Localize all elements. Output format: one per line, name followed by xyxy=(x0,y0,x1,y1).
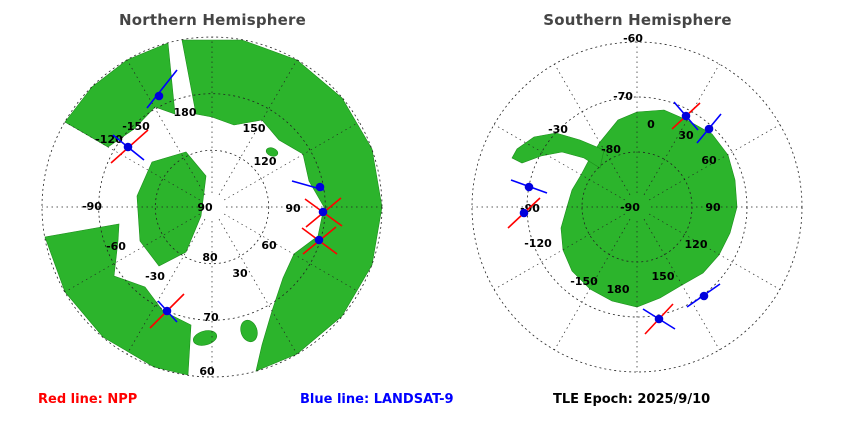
graticule-spoke xyxy=(648,124,781,201)
landmass xyxy=(181,39,383,372)
graticule-label: 90 xyxy=(705,201,721,214)
graticule-label: 180 xyxy=(607,283,630,296)
landmass xyxy=(44,223,192,376)
graticule-label: 120 xyxy=(254,155,277,168)
legend-blue-value: LANDSAT-9 xyxy=(373,392,454,407)
graticule-label: 180 xyxy=(174,106,197,119)
graticule-label: 150 xyxy=(243,122,266,135)
graticule-ring xyxy=(98,93,326,321)
graticule-label: 150 xyxy=(652,270,675,283)
satellite-marker-dot xyxy=(519,208,529,218)
southern-hemisphere-title: Southern Hemisphere xyxy=(543,11,732,29)
graticule-spoke xyxy=(223,213,360,293)
legend-epoch-value: 2025/9/10 xyxy=(637,392,711,407)
satellite-marker-dot xyxy=(123,142,133,152)
graticule-spoke xyxy=(218,59,298,196)
graticule-spoke xyxy=(643,218,720,351)
graticule-label: -60 xyxy=(623,32,643,45)
graticule-label: 60 xyxy=(261,239,277,252)
graticule-label: 80 xyxy=(202,251,218,264)
satellite-marker-dot xyxy=(162,306,172,316)
graticule-label: 120 xyxy=(685,238,708,251)
graticule-label: -90 xyxy=(620,201,640,214)
graticule-label: -120 xyxy=(524,237,552,250)
satellite-marker-dot xyxy=(524,182,534,192)
graticule-label: 90 xyxy=(197,201,213,214)
landmass xyxy=(511,132,605,169)
northern-hemisphere-title: Northern Hemisphere xyxy=(119,11,306,29)
satellite-marker-dot xyxy=(704,124,714,134)
graticule-label: 70 xyxy=(203,311,219,324)
graticule-label: 60 xyxy=(199,365,215,378)
graticule-label: -30 xyxy=(548,123,568,136)
landmass xyxy=(265,147,279,157)
landsat9-track-line xyxy=(146,69,178,109)
satellite-marker-dot xyxy=(699,291,709,301)
legend-red-label: Red line: xyxy=(38,392,103,407)
graticule-spoke xyxy=(493,213,626,290)
graticule-label: -60 xyxy=(106,240,126,253)
graticule-spoke xyxy=(493,124,626,201)
satellite-marker-dot xyxy=(681,111,691,121)
graticule-label: 30 xyxy=(232,267,248,280)
satellite-marker-dot xyxy=(654,314,664,324)
graticule-ring xyxy=(154,149,270,265)
graticule-label: -150 xyxy=(122,120,150,133)
satellite-marker-dot xyxy=(314,235,324,245)
graticule-spoke xyxy=(223,121,360,201)
graticule-spoke xyxy=(64,121,201,201)
legend-red: Red line: NPP xyxy=(38,392,137,407)
graticule-spoke xyxy=(643,63,720,196)
graticule-label: 60 xyxy=(701,154,717,167)
satellite-marker-dot xyxy=(318,207,328,217)
legend-bar: Red line: NPP Blue line: LANDSAT-9 TLE E… xyxy=(0,392,850,414)
legend-epoch-label: TLE Epoch: xyxy=(553,392,633,407)
graticule-spoke xyxy=(554,63,631,196)
satellite-marker-dot xyxy=(315,182,325,192)
graticule-label: 0 xyxy=(647,118,655,131)
landmass xyxy=(240,319,258,343)
graticule-label: -70 xyxy=(613,90,633,103)
graticule-label: -30 xyxy=(145,270,165,283)
graticule-spoke xyxy=(218,218,298,355)
satellite-marker-dot xyxy=(154,91,164,101)
landmass xyxy=(136,151,207,267)
graticule-spoke xyxy=(648,213,781,290)
graticule-label: -80 xyxy=(601,143,621,156)
graticule-label: -90 xyxy=(82,200,102,213)
legend-blue-label: Blue line: xyxy=(300,392,370,407)
graticule-spoke xyxy=(126,59,206,196)
graticule-spoke xyxy=(126,218,206,355)
legend-blue: Blue line: LANDSAT-9 xyxy=(300,392,454,407)
graticule-label: 30 xyxy=(678,129,694,142)
graticule-spoke xyxy=(554,218,631,351)
graticule-label: -150 xyxy=(570,275,598,288)
graticule-label: 90 xyxy=(285,202,301,215)
legend-red-value: NPP xyxy=(107,392,138,407)
landmass xyxy=(192,330,218,346)
graticule-spoke xyxy=(64,213,201,293)
legend-epoch: TLE Epoch: 2025/9/10 xyxy=(553,392,710,407)
graticule-label: -120 xyxy=(95,133,123,146)
